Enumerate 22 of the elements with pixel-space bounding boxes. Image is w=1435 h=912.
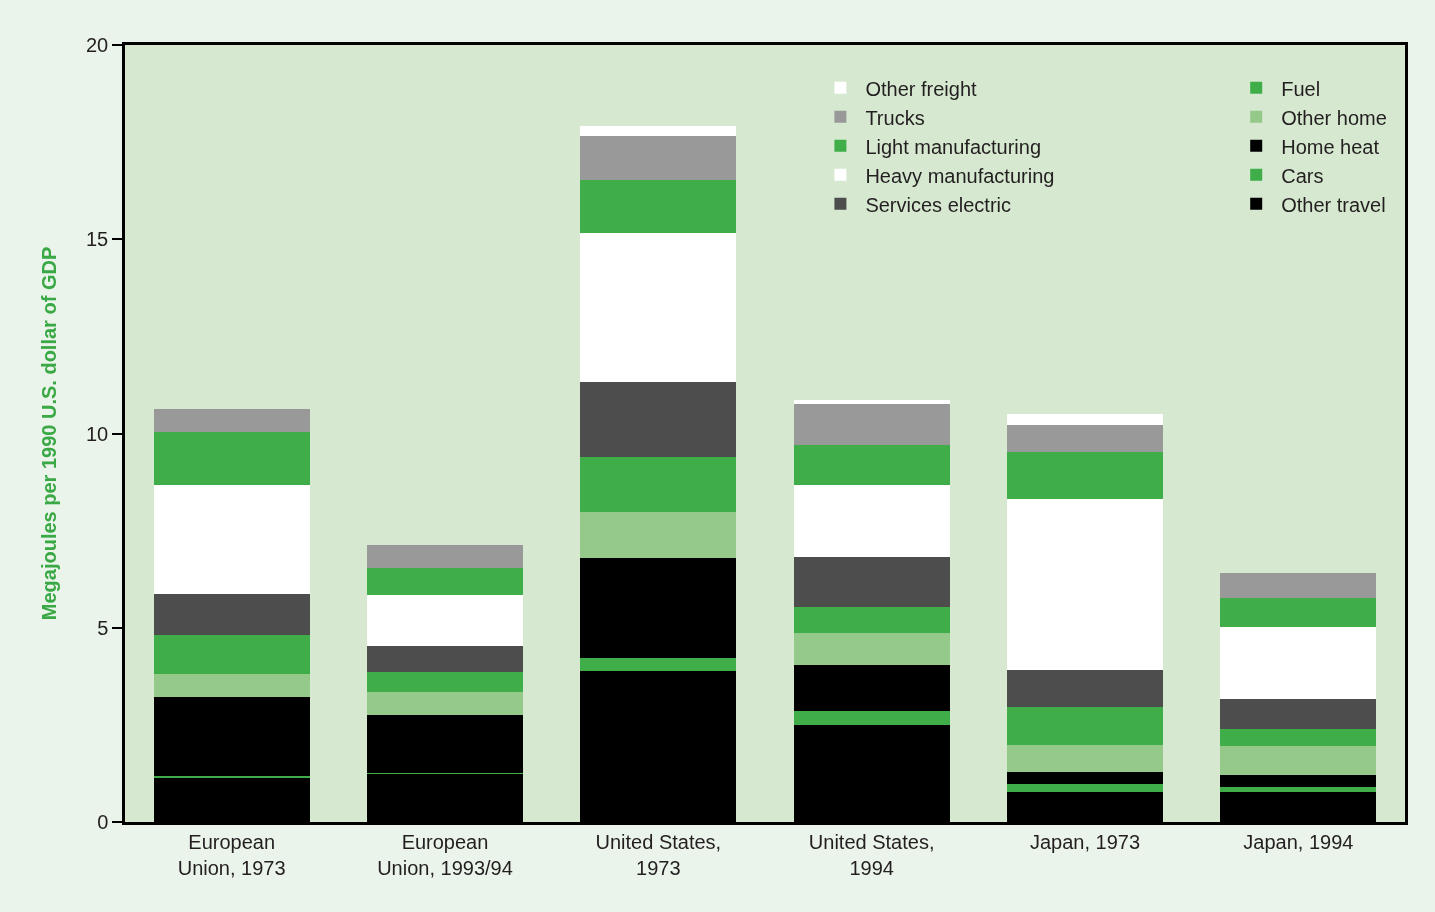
legend-label: Other freight	[865, 77, 978, 100]
x-tick-label: United States, 1994	[808, 830, 935, 879]
legend-label: Other home	[1281, 106, 1387, 129]
legend-label: Trucks	[865, 106, 925, 129]
y-tick-label: 5	[97, 616, 109, 639]
y-tick-label: 20	[86, 34, 109, 56]
legend-label: Other travel	[1281, 193, 1386, 216]
legend-label: Cars	[1281, 164, 1324, 187]
legend-label: Heavy manufacturing	[865, 164, 1055, 187]
y-tick-label: 0	[97, 811, 109, 833]
x-tick-label: United States, 1973	[595, 830, 722, 879]
y-axis-title: Megajoules per 1990 U.S. dollar of GDP	[37, 246, 60, 621]
legend-label: Services electric	[865, 193, 1012, 216]
y-tick-label: 10	[86, 422, 109, 445]
x-tick-label: European Union, 1973	[177, 830, 286, 879]
x-tick-label: Japan, 1973	[1029, 830, 1141, 853]
y-tick-label: 15	[86, 228, 109, 251]
legend-label: Light manufacturing	[865, 135, 1042, 158]
legend-label: Home heat	[1281, 135, 1380, 158]
legend-label: Fuel	[1281, 77, 1321, 100]
x-tick-label: Japan, 1994	[1243, 830, 1354, 853]
x-tick-label: European Union, 1993/94	[377, 830, 513, 879]
